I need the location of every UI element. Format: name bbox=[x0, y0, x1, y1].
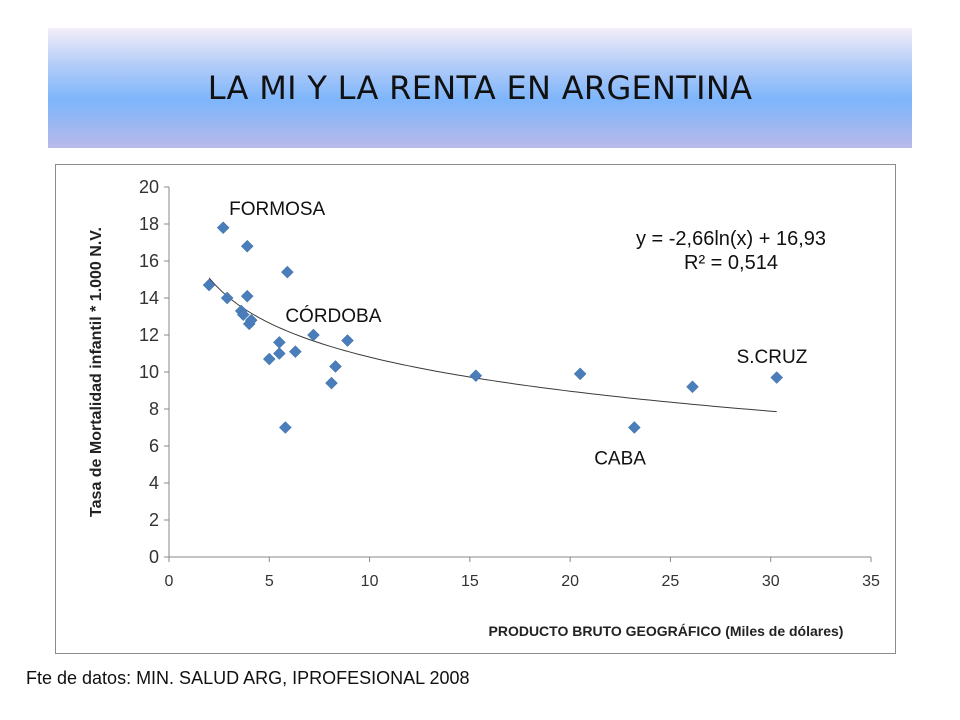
data-point bbox=[278, 421, 292, 434]
data-point bbox=[240, 239, 254, 253]
data-point bbox=[280, 265, 294, 279]
point-annotation: FORMOSA bbox=[229, 199, 325, 220]
x-tick-label: 5 bbox=[265, 573, 274, 590]
y-tick-labels: 0 2 4 6 8 10 12 14 16 18 20 bbox=[139, 177, 169, 567]
data-point bbox=[289, 345, 302, 359]
x-tick-label: 15 bbox=[461, 573, 479, 590]
y-tick-label: 4 bbox=[149, 473, 159, 493]
data-point bbox=[627, 421, 641, 434]
y-tick-label: 0 bbox=[149, 547, 159, 567]
x-tick-label: 30 bbox=[762, 573, 780, 590]
data-point bbox=[469, 369, 483, 383]
x-axis-label: PRODUCTO BRUTO GEOGRÁFICO (Miles de dóla… bbox=[489, 623, 844, 639]
title-banner: LA MI Y LA RENTA EN ARGENTINA bbox=[48, 28, 912, 148]
data-point bbox=[329, 360, 342, 373]
point-annotation: CABA bbox=[594, 449, 646, 470]
data-point bbox=[244, 313, 258, 327]
point-annotation: CÓRDOBA bbox=[285, 305, 381, 327]
y-axis-label: Tasa de Mortalidad infantil * 1.000 N.V. bbox=[88, 227, 105, 517]
data-point bbox=[573, 367, 587, 381]
data-point bbox=[686, 380, 699, 394]
y-tick-label: 10 bbox=[139, 362, 159, 382]
trendline bbox=[208, 277, 777, 413]
data-points bbox=[202, 221, 784, 434]
data-point bbox=[272, 347, 286, 360]
slide-title: LA MI Y LA RENTA EN ARGENTINA bbox=[207, 69, 753, 107]
y-tick-label: 16 bbox=[139, 251, 159, 271]
point-annotations: FORMOSA CÓRDOBA S.CRUZ CABA bbox=[229, 199, 808, 470]
data-point bbox=[770, 371, 784, 384]
data-point bbox=[341, 334, 354, 347]
data-point bbox=[202, 278, 216, 292]
data-point bbox=[307, 328, 320, 342]
y-tick-label: 8 bbox=[149, 399, 159, 419]
x-tick-label: 0 bbox=[165, 573, 174, 590]
data-point bbox=[216, 221, 230, 235]
data-source-note: Fte de datos: MIN. SALUD ARG, IPROFESION… bbox=[26, 668, 470, 688]
x-axis: 0 5 10 15 20 25 30 35 bbox=[165, 556, 880, 590]
x-tick-label: 20 bbox=[561, 573, 579, 590]
x-tick-label: 25 bbox=[662, 573, 680, 590]
data-point bbox=[240, 289, 254, 303]
y-tick-label: 14 bbox=[139, 288, 159, 308]
trendline-r2: R² = 0,514 bbox=[684, 252, 778, 274]
y-tick-label: 20 bbox=[139, 177, 159, 197]
point-annotation: S.CRUZ bbox=[737, 347, 808, 368]
data-point bbox=[262, 352, 276, 366]
y-axis: 0 2 4 6 8 10 12 14 16 18 20 bbox=[139, 177, 170, 567]
x-tick-label: 35 bbox=[862, 573, 880, 590]
y-tick-label: 18 bbox=[139, 214, 159, 234]
data-point bbox=[220, 291, 234, 305]
data-point bbox=[236, 308, 250, 322]
scatter-chart: 0 2 4 6 8 10 12 14 16 18 20 0 5 10 15 20 25 30 35 FORMOSA… bbox=[88, 177, 880, 639]
data-point bbox=[325, 376, 338, 390]
y-tick-label: 6 bbox=[149, 436, 159, 456]
x-tick-label: 10 bbox=[361, 573, 379, 590]
chart-frame: 0 2 4 6 8 10 12 14 16 18 20 0 5 10 15 20 25 30 35 FORMOSA… bbox=[55, 164, 896, 654]
data-point bbox=[272, 336, 286, 349]
y-tick-label: 12 bbox=[139, 325, 159, 345]
trendline-equation: y = -2,66ln(x) + 16,93 bbox=[636, 228, 826, 250]
y-tick-label: 2 bbox=[149, 510, 159, 530]
x-tick-labels: 0 5 10 15 20 25 30 35 bbox=[165, 557, 880, 590]
